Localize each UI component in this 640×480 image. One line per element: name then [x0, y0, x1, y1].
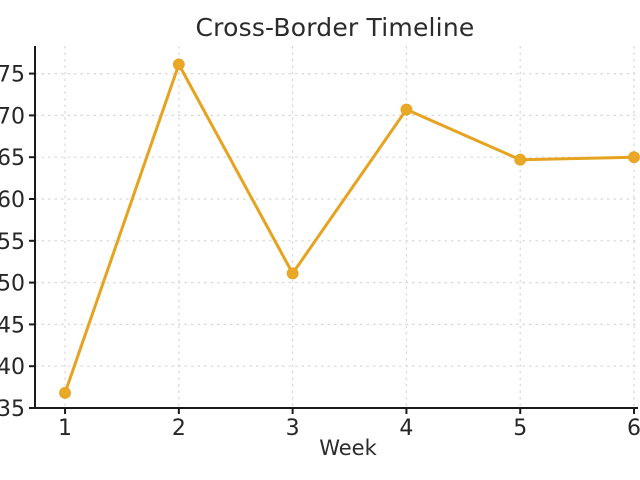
- y-tick-label: 55: [0, 230, 25, 255]
- y-tick-label: 65: [0, 146, 25, 171]
- x-tick-label: 6: [627, 416, 640, 441]
- chart-title: Cross-Border Timeline: [195, 13, 475, 42]
- y-tick-label: 45: [0, 313, 25, 338]
- data-line: [63, 62, 636, 395]
- y-tick-label: 75: [0, 63, 25, 88]
- x-axis-label: Week: [319, 436, 377, 460]
- y-tick-label: 35: [0, 397, 25, 422]
- data-point-marker: [172, 58, 185, 71]
- x-tick-label: 3: [286, 416, 300, 441]
- data-point-marker: [628, 151, 640, 164]
- data-point-marker: [59, 387, 71, 399]
- data-point-marker: [514, 153, 527, 166]
- y-tick-label: 40: [0, 355, 25, 380]
- data-point-marker: [286, 267, 299, 280]
- y-tick-label: 60: [0, 188, 25, 213]
- y-tick-label: 50: [0, 272, 25, 297]
- x-tick-label: 4: [399, 416, 413, 441]
- x-tick-label: 5: [513, 416, 527, 441]
- y-tick-label: 70: [0, 104, 25, 129]
- x-tick-label: 1: [58, 416, 72, 441]
- x-tick-label: 2: [172, 416, 186, 441]
- data-point-marker: [400, 103, 413, 116]
